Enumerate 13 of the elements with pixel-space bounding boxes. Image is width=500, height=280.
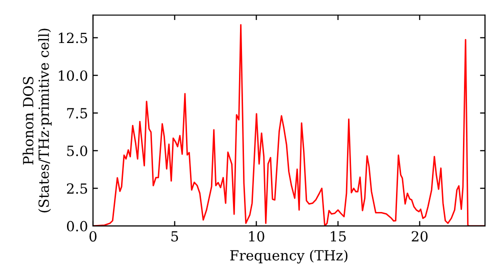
x-axis-title: Frequency (THz)	[230, 250, 348, 264]
y-axis-title: Phonon DOS (States/THz·primitive cell)	[22, 28, 52, 212]
y-tick-label: 12.5	[58, 32, 88, 44]
x-tick-label: 10	[249, 231, 264, 242]
y-tick-label: 0.0	[66, 220, 88, 232]
x-tick-label: 0	[89, 231, 96, 242]
x-tick-label: 5	[171, 231, 178, 242]
y-tick-label: 7.5	[67, 108, 88, 118]
y-tick-label: 5.0	[67, 146, 88, 156]
y-tick-label: 10.0	[58, 70, 88, 81]
y-tick-label: 2.5	[66, 183, 88, 194]
x-tick-label: 20	[412, 231, 428, 242]
x-tick-label: 15	[330, 231, 346, 242]
